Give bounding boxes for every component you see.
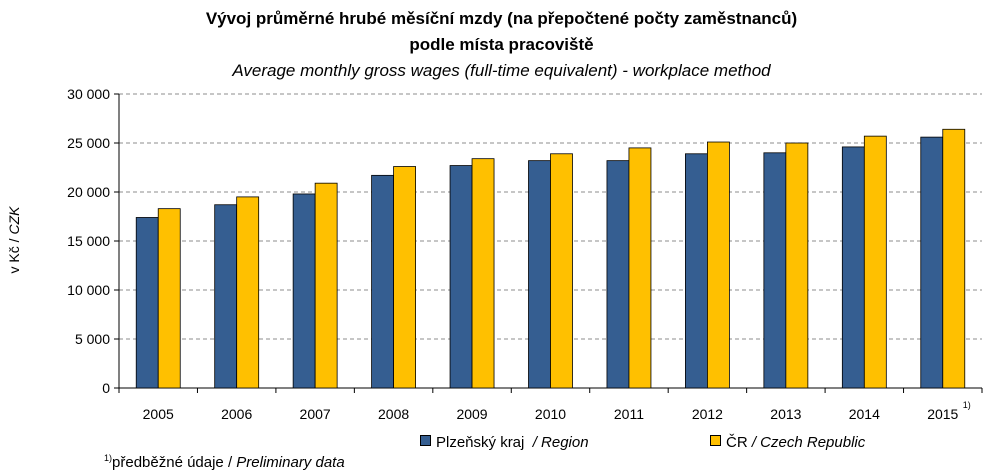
legend-label-region-en: / Region (532, 434, 589, 451)
bar-cr-2014 (863, 135, 887, 389)
x-tick-label: 2014 (849, 406, 880, 422)
legend-label-region-cz: Plzeňský kraj (436, 434, 525, 451)
bar-cr-2011 (628, 147, 652, 389)
bar-cr-2007 (314, 182, 338, 389)
bar-region-2008 (371, 174, 394, 389)
x-tick-label: 2005 (143, 406, 174, 422)
x-tick-label: 2011 (614, 406, 644, 422)
bar-region-2005 (135, 217, 159, 389)
x-tick-label: 2015 (927, 406, 958, 422)
y-tick-label: 30 000 (67, 86, 110, 102)
y-tick-label: 15 000 (67, 233, 110, 249)
footnote-text-cz: předběžné údaje / (112, 454, 233, 471)
chart-title-line2: podle místa pracoviště (409, 35, 594, 54)
x-tick-note: 1) (963, 400, 971, 410)
legend-item-region: Plzeňský kraj / Region (420, 434, 589, 451)
y-tick-label: 10 000 (67, 282, 110, 298)
bar-region-2014 (841, 146, 865, 389)
legend-item-cr: ČR / Czech Republic (710, 434, 865, 451)
bar-cr-2013 (785, 142, 809, 389)
legend-swatch-cr (710, 435, 721, 446)
bar-region-2009 (449, 165, 473, 389)
bar-region-2010 (528, 160, 551, 389)
bar-region-2015 (920, 136, 944, 389)
legend-label-cr-en: / Czech Republic (751, 434, 866, 451)
bar-cr-2005 (157, 208, 181, 389)
x-tick-label: 2012 (692, 406, 723, 422)
y-tick-label: 5 000 (75, 331, 110, 347)
x-tick-label: 2009 (456, 406, 487, 422)
bar-cr-2006 (236, 196, 260, 389)
bar-region-2007 (292, 193, 316, 389)
y-tick-label: 25 000 (67, 135, 110, 151)
legend-swatch-region (420, 435, 431, 446)
bar-cr-2008 (393, 166, 416, 389)
chart-title: Vývoj průměrné hrubé měsíční mzdy (na př… (205, 9, 798, 28)
x-tick-label: 2010 (535, 406, 566, 422)
bar-region-2013 (763, 152, 787, 389)
footnote: 1)předběžné údaje / Preliminary data (104, 453, 345, 471)
bar-region-2012 (685, 153, 708, 389)
y-tick-label: 20 000 (67, 184, 110, 200)
x-tick-label: 2013 (770, 406, 801, 422)
footnote-mark: 1) (104, 453, 113, 463)
x-tick-label: 2006 (221, 406, 252, 422)
bar-cr-2010 (550, 153, 573, 389)
x-tick-label: 2007 (300, 406, 331, 422)
chart-subtitle: Average monthly gross wages (full-time e… (232, 61, 771, 80)
bar-cr-2009 (471, 158, 495, 389)
footnote-text-en: Preliminary data (236, 454, 345, 471)
x-tick-label: 2008 (378, 406, 409, 422)
bar-region-2011 (606, 160, 630, 389)
y-tick-label: 0 (102, 380, 110, 396)
bar-cr-2015 (942, 128, 966, 389)
legend-label-cr-cz: ČR (726, 434, 748, 451)
bar-region-2006 (214, 204, 238, 389)
bar-cr-2012 (707, 141, 730, 389)
